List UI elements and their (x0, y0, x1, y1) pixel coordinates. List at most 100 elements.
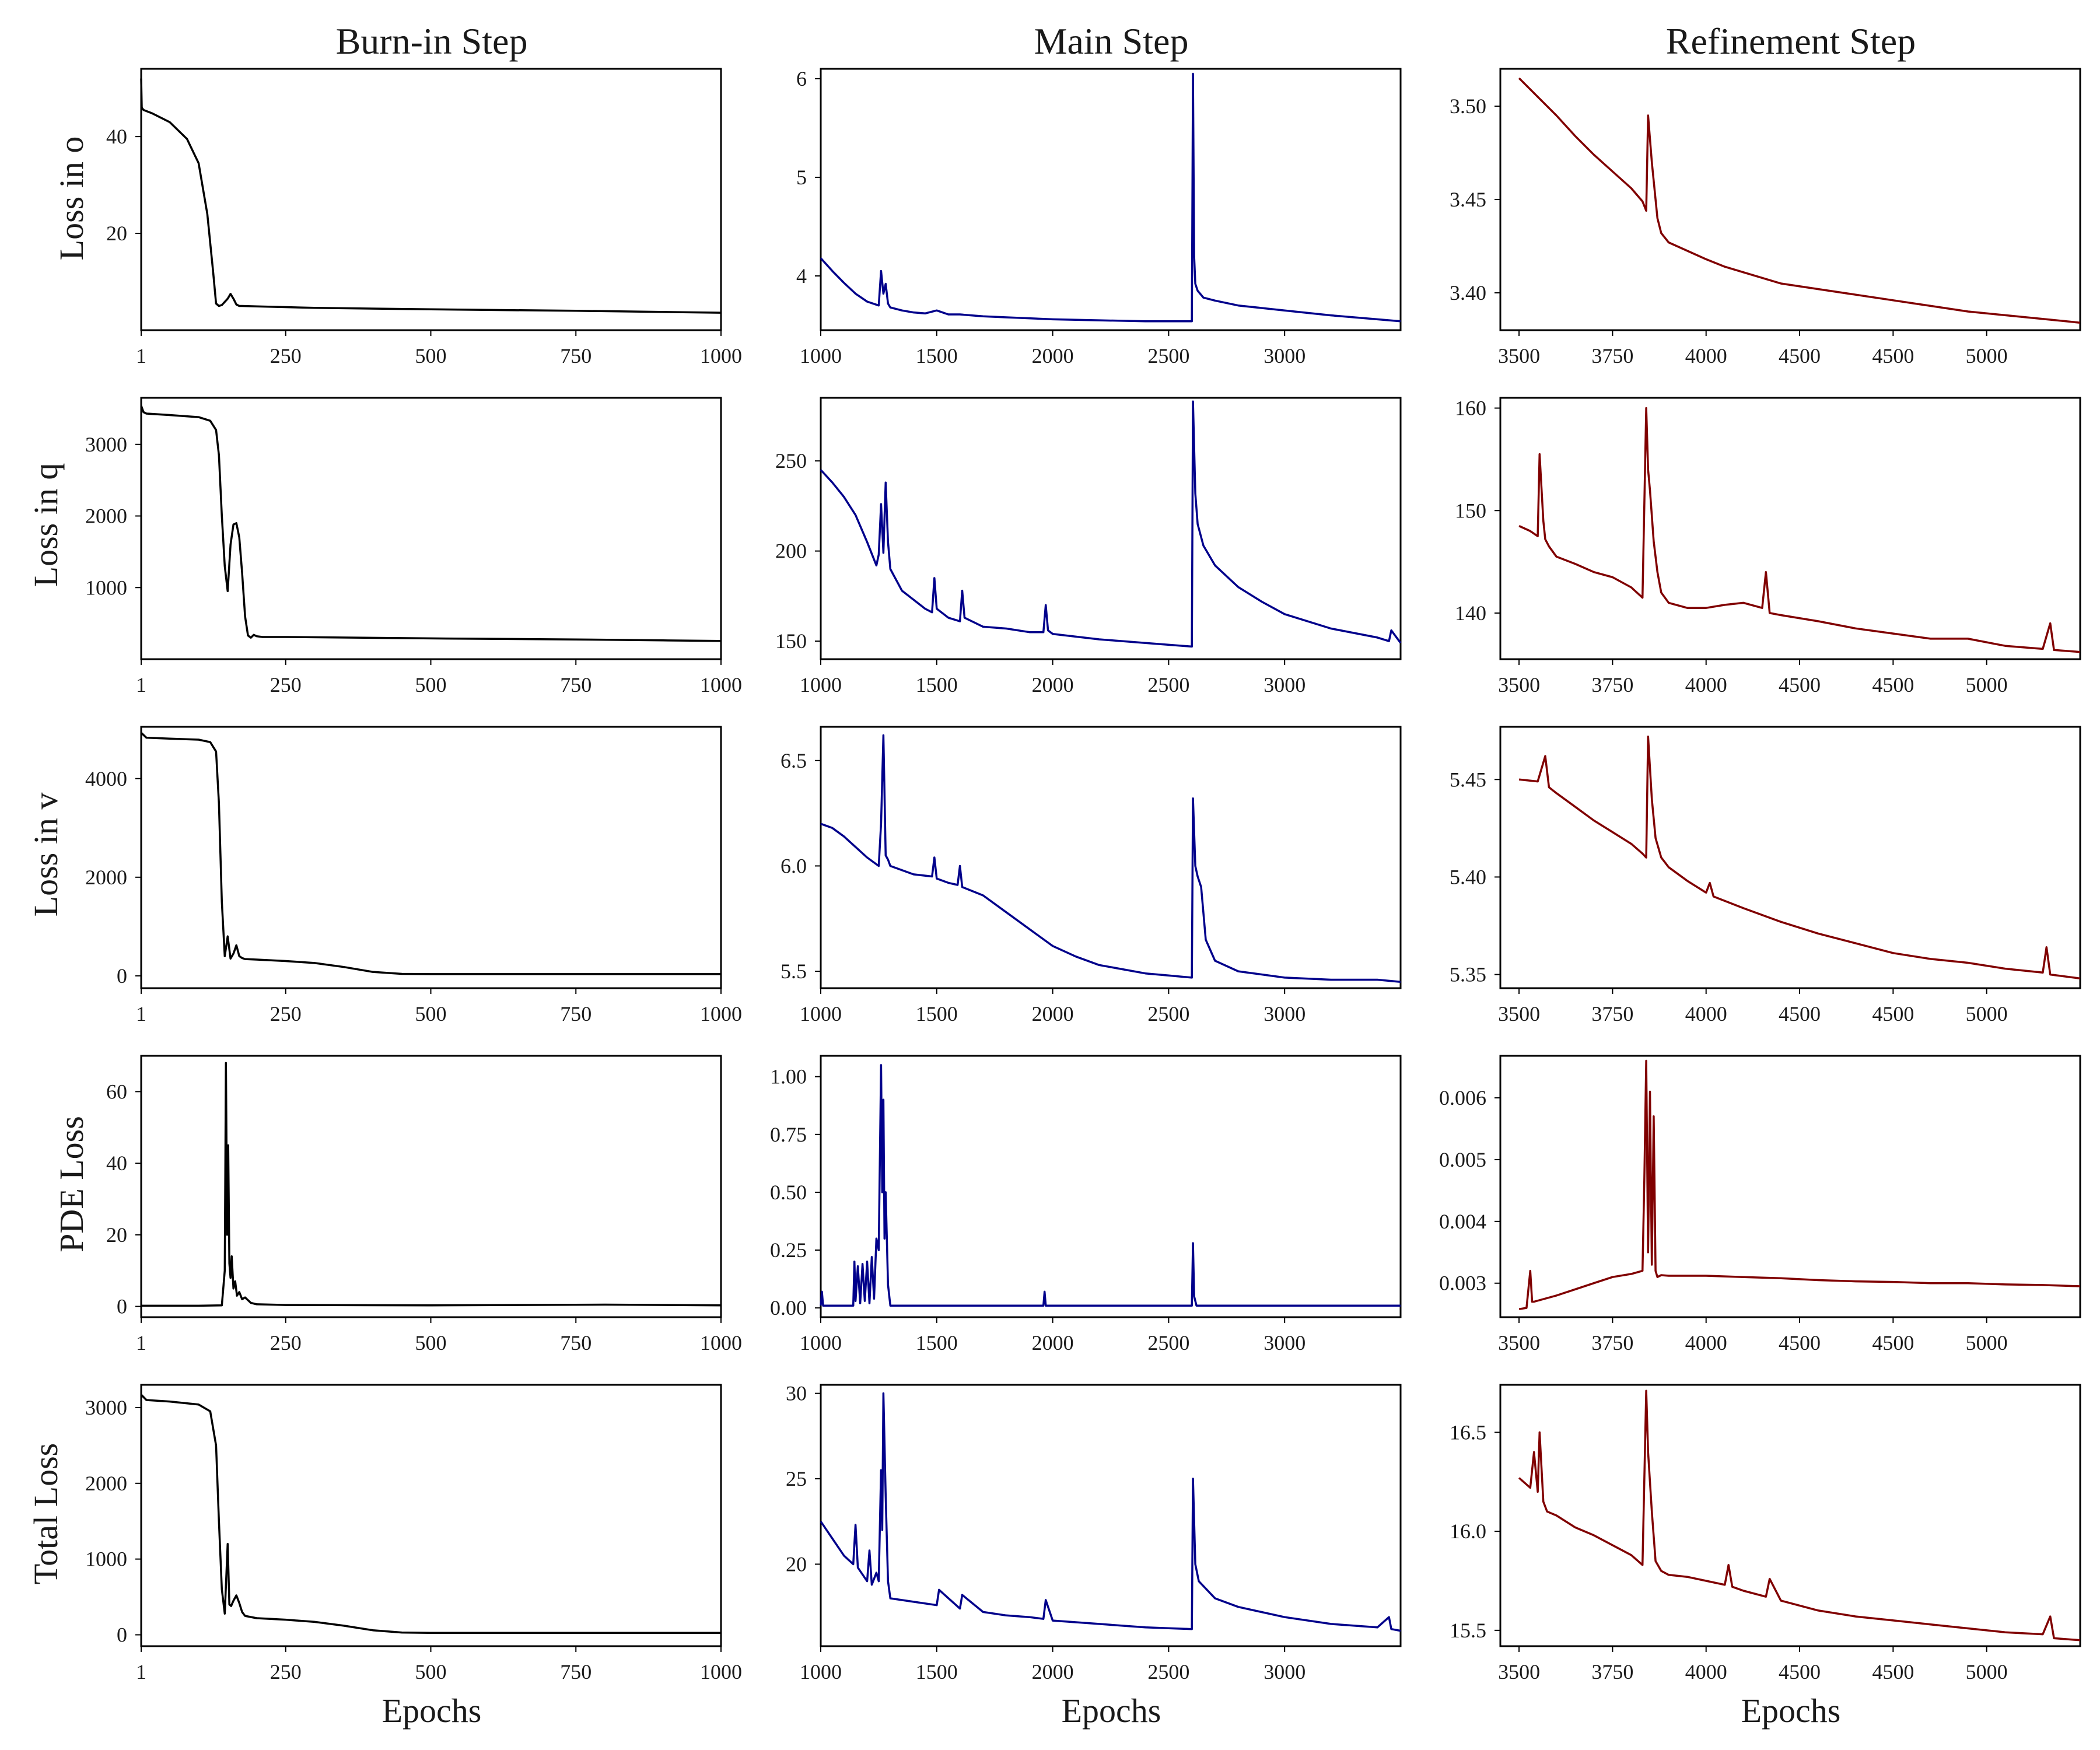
panel-r4-c1-xtick-label-4: 1000 (700, 1331, 742, 1354)
panel-r5-c2-series-main-line (820, 1392, 1401, 1632)
panel-r1-c2-xtick-label-1: 1500 (916, 344, 958, 368)
panel-r5-c2-ytick-label-1: 25 (786, 1467, 807, 1490)
panel-r5-c3-xtick-label-3: 4500 (1779, 1660, 1821, 1684)
panel-r2-c2-xtick-label-3: 2500 (1147, 673, 1189, 696)
panel-r4-c3-xtick-label-1: 3750 (1591, 1331, 1633, 1354)
panel-r2-c2-ytick-label-2: 250 (775, 449, 807, 473)
panel-r5-c1-xtick-label-4: 1000 (700, 1660, 742, 1684)
panel-r1-c3-xtick-label-2: 4000 (1685, 344, 1727, 368)
panel-r4-c1-ytick-label-3: 60 (106, 1080, 127, 1103)
panel-r3-c1: 1 250 500 750 1000 0 2000 4000 (85, 726, 742, 1026)
row-label-total-loss: Total Loss (27, 1443, 65, 1584)
panel-r2-c2-xtick-label-4: 3000 (1264, 673, 1306, 696)
panel-r1-c2-xtick-label-4: 3000 (1264, 344, 1306, 368)
panel-r5-c3-xtick-label-2: 4000 (1685, 1660, 1727, 1684)
panel-r2-c3: 3500 3750 4000 4500 4500 5000 140 150 160 (1455, 397, 2081, 696)
panel-r2-c3-xtick-label-4: 4500 (1872, 673, 1914, 696)
panel-r3-c1-ytick-label-1: 2000 (85, 866, 127, 889)
panel-r3-c2-xtick-label-1: 1500 (916, 1002, 958, 1026)
panel-r3-c3-ytick-label-1: 5.40 (1450, 865, 1486, 888)
panel-r3-c2-frame (820, 726, 1402, 989)
panel-r3-c1-ytick-label-2: 4000 (85, 767, 127, 790)
row-label-loss-v: Loss in v (27, 793, 65, 917)
panel-r2-c1-ytick-label-2: 3000 (85, 433, 127, 456)
row-label-pde-loss: PDE Loss (52, 1116, 90, 1252)
panel-r4-c1-xtick-label-1: 250 (270, 1331, 302, 1354)
panel-r5-c3-series-refinement-line (1518, 1390, 2081, 1642)
panel-r3-c1-frame (140, 726, 722, 989)
panel-r3-c1-xtick-label-0: 1 (136, 1002, 146, 1026)
column-title-burn-in: Burn-in Step (336, 20, 528, 62)
panel-r5-c2-xtick-label-3: 2500 (1147, 1660, 1189, 1684)
panel-r1-c3-ytick-label-1: 3.45 (1450, 188, 1486, 211)
panel-r3-c1-xtick-label-4: 1000 (700, 1002, 742, 1026)
panel-r5-c2-xtick-label-1: 1500 (916, 1660, 958, 1684)
panel-r2-c1-ytick-label-0: 1000 (85, 576, 127, 599)
panel-r3-c1-series-burn-in-line (140, 732, 721, 975)
panel-r2-c2-xtick-label-2: 2000 (1032, 673, 1074, 696)
panel-r5-c1-xtick-label-3: 750 (560, 1660, 592, 1684)
panel-r4-c1-ytick-label-0: 0 (117, 1295, 127, 1318)
panel-r5-c3-ytick-label-2: 16.5 (1450, 1420, 1486, 1444)
panel-r1-c2-xtick-label-0: 1000 (800, 344, 842, 368)
panel-r2-c3-xtick-label-1: 3750 (1591, 673, 1633, 696)
panel-r4-c3: 3500 3750 4000 4500 4500 5000 0.003 0.004 0.005 0… (1439, 1055, 2081, 1354)
panel-r4-c2-xtick-label-0: 1000 (800, 1331, 842, 1354)
row-label-loss-o: Loss in o (52, 136, 90, 261)
panel-r1-c1-xtick-label-1: 250 (270, 344, 302, 368)
panel-r3-c2-ytick-label-1: 6.0 (780, 854, 807, 877)
panel-r5-c3-xtick-label-1: 3750 (1591, 1660, 1633, 1684)
panel-r2-c2-xtick-label-0: 1000 (800, 673, 842, 696)
panel-r5-c1: 1 250 500 750 1000 0 1000 2000 3000 (85, 1384, 742, 1684)
panel-r4-c2: 1000 1500 2000 2500 3000 0.00 0.25 0.50 0.75 1.00 (770, 1055, 1402, 1354)
panel-r2-c3-xtick-label-0: 3500 (1498, 673, 1540, 696)
panel-r5-c1-xtick-label-2: 500 (415, 1660, 447, 1684)
panel-r4-c1-ytick-label-1: 20 (106, 1223, 127, 1247)
panel-r5-c3-ytick-label-1: 16.0 (1450, 1520, 1486, 1543)
panel-r1-c1: 1 250 500 750 1000 20 40 (106, 68, 742, 368)
panel-r1-c2-xtick-label-3: 2500 (1147, 344, 1189, 368)
panel-r4-c1-xtick-label-2: 500 (415, 1331, 447, 1354)
panel-r3-c1-ytick-label-0: 0 (117, 964, 127, 988)
panel-r5-c3-xtick-label-4: 4500 (1872, 1660, 1914, 1684)
panel-r4-c2-ytick-label-2: 0.50 (770, 1181, 807, 1204)
panel-r5-c2-frame (820, 1384, 1402, 1647)
panel-r1-c3-xtick-label-5: 5000 (1966, 344, 2008, 368)
panel-r1-c1-xtick-label-0: 1 (136, 344, 146, 368)
column-title-main: Main Step (1034, 20, 1189, 62)
panel-r4-c2-xtick-label-3: 2500 (1147, 1331, 1189, 1354)
panel-r3-c3-ytick-label-2: 5.45 (1450, 768, 1486, 791)
panel-r3-c2-xtick-label-4: 3000 (1264, 1002, 1306, 1026)
panel-r1-c1-ytick-label-0: 20 (106, 222, 127, 245)
panel-r5-c1-series-burn-in-line (140, 1394, 721, 1634)
panel-r2-c1-series-burn-in-line (140, 405, 722, 642)
panel-r4-c3-ytick-label-1: 0.004 (1439, 1210, 1486, 1233)
panel-r5-c1-xtick-label-0: 1 (136, 1660, 146, 1684)
panel-r2-c3-xtick-label-3: 4500 (1779, 673, 1821, 696)
panel-r4-c2-xtick-label-1: 1500 (916, 1331, 958, 1354)
panel-r1-c2-frame (820, 68, 1402, 331)
panel-r2-c2: 1000 1500 2000 2500 3000 150 200 250 (775, 397, 1402, 696)
panel-r1-c3-xtick-label-0: 3500 (1498, 344, 1540, 368)
panel-r2-c2-frame (820, 397, 1402, 660)
panel-r2-c3-ytick-label-0: 140 (1455, 601, 1486, 625)
panel-r4-c2-ytick-label-3: 0.75 (770, 1123, 807, 1146)
panel-r3-c3-xtick-label-3: 4500 (1779, 1002, 1821, 1026)
panel-r4-c2-ytick-label-4: 1.00 (770, 1065, 807, 1088)
panel-r4-c3-frame (1499, 1055, 2081, 1318)
panel-r1-c2: 1000 1500 2000 2500 3000 4 5 6 (796, 67, 1402, 368)
panel-r3-c3-ytick-label-0: 5.35 (1450, 963, 1486, 986)
panel-r2-c3-frame (1499, 397, 2081, 660)
panel-r1-c3-frame (1499, 68, 2081, 331)
panel-r4-c3-xtick-label-3: 4500 (1779, 1331, 1821, 1354)
panel-r5-c3-xtick-label-5: 5000 (1966, 1660, 2008, 1684)
panel-r4-c2-ytick-label-0: 0.00 (770, 1296, 807, 1320)
panel-r2-c1: 1 250 500 750 1000 1000 2000 3000 (85, 397, 742, 696)
panel-r2-c1-xtick-label-1: 250 (270, 673, 302, 696)
panel-r5-c2-ytick-label-2: 30 (786, 1382, 807, 1405)
panel-r1-c3-series-refinement-line (1518, 77, 2081, 324)
panel-r4-c3-xtick-label-4: 4500 (1872, 1331, 1914, 1354)
panel-r1-c2-ytick-label-1: 5 (796, 166, 807, 189)
titles-layer: Burn-in Step Main Step Refinement Step L… (27, 20, 1916, 1730)
